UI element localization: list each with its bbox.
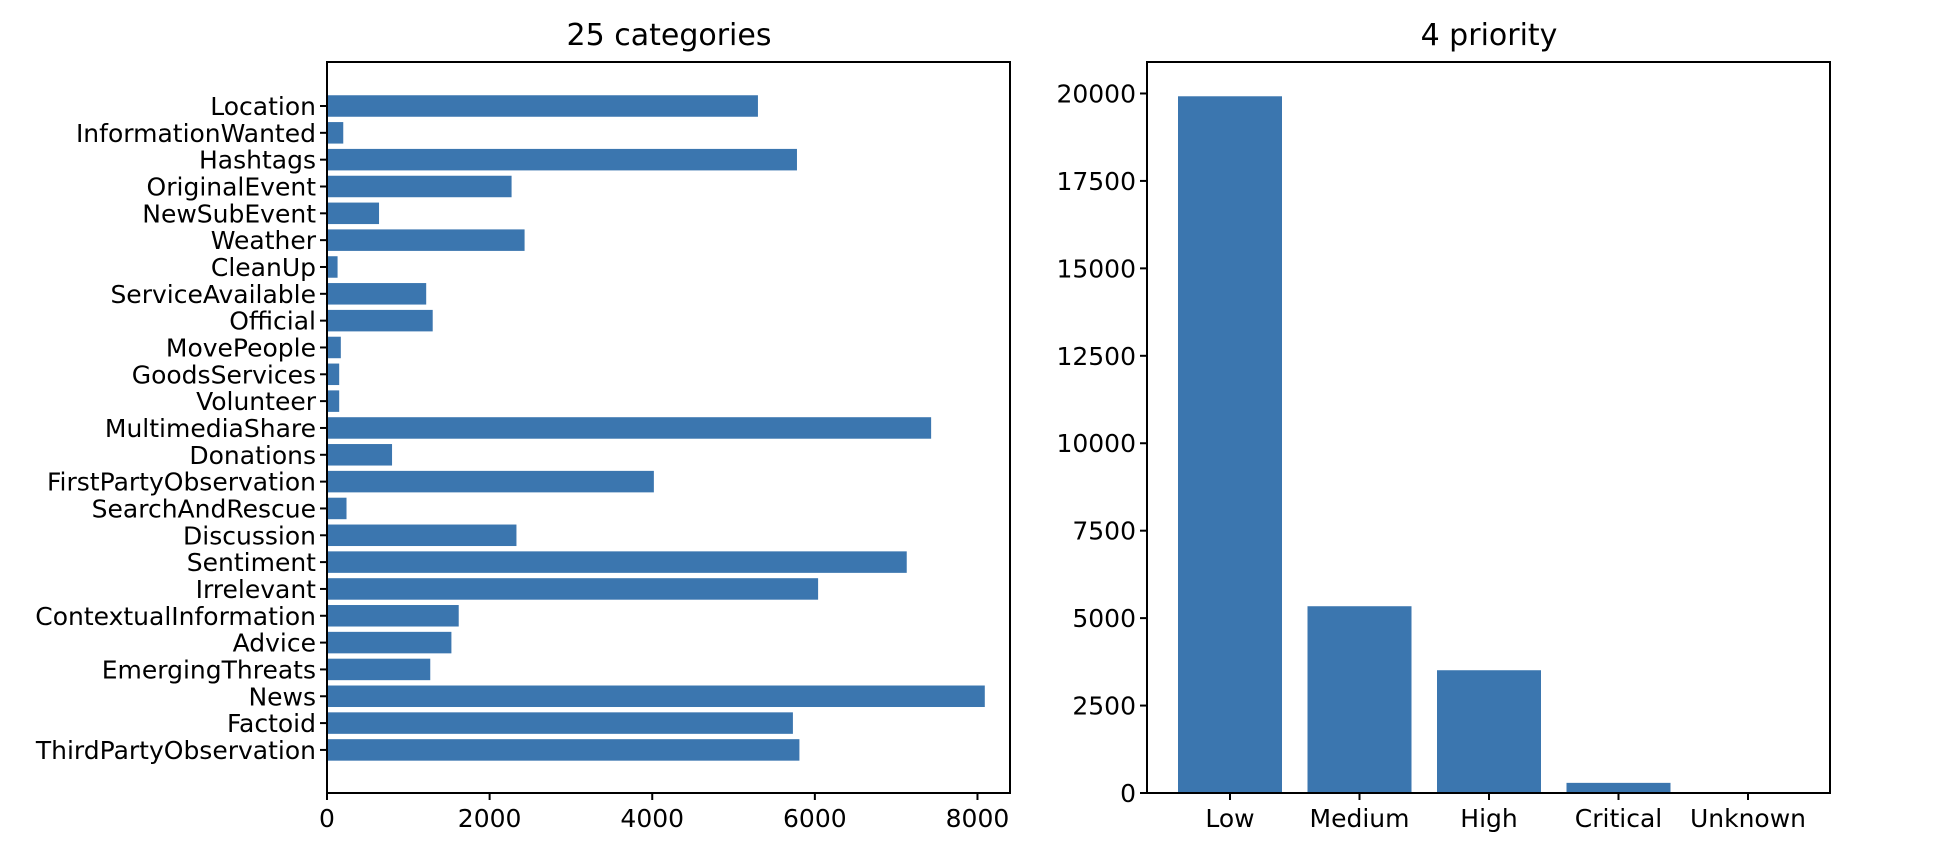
bar-irrelevant xyxy=(327,578,819,600)
x-tick-label-0: 0 xyxy=(319,804,335,833)
bar-critical xyxy=(1566,782,1671,793)
bar-official xyxy=(327,309,433,332)
y-tick-label-discussion: Discussion xyxy=(183,521,316,550)
categories-chart-title: 25 categories xyxy=(567,18,772,53)
bar-firstpartyobservation xyxy=(327,470,654,493)
y-tick-label-5000: 5000 xyxy=(1072,604,1136,633)
bar-medium xyxy=(1307,606,1412,793)
y-tick-label-advice: Advice xyxy=(233,629,316,658)
bar-movepeople xyxy=(327,336,341,359)
y-tick-label-volunteer: Volunteer xyxy=(196,387,317,416)
y-tick-label-searchandrescue: SearchAndRescue xyxy=(92,494,316,523)
x-tick-label-critical: Critical xyxy=(1575,804,1662,833)
y-tick-label-sentiment: Sentiment xyxy=(187,548,316,577)
x-tick-label-low: Low xyxy=(1205,804,1254,833)
y-tick-label-news: News xyxy=(248,682,316,711)
y-tick-label-firstpartyobservation: FirstPartyObservation xyxy=(47,468,316,497)
y-tick-label-factoid: Factoid xyxy=(227,709,316,738)
priority-x-axis: Low Medium High Critical Unknown xyxy=(1205,793,1806,833)
categories-x-axis: 0 2000 4000 6000 8000 xyxy=(319,793,1009,833)
y-tick-label-irrelevant: Irrelevant xyxy=(196,575,317,604)
categories-plot-frame xyxy=(326,61,1011,794)
y-tick-label-17500: 17500 xyxy=(1056,167,1136,196)
x-tick-label-high: High xyxy=(1460,804,1517,833)
y-tick-label-10000: 10000 xyxy=(1056,429,1136,458)
y-tick-label-informationwanted: InformationWanted xyxy=(76,119,316,148)
y-tick-label-hashtags: Hashtags xyxy=(199,146,316,175)
y-tick-label-serviceavailable: ServiceAvailable xyxy=(110,280,316,309)
categories-bars xyxy=(327,95,985,761)
y-tick-label-donations: Donations xyxy=(189,441,316,470)
y-tick-label-emergingthreats: EmergingThreats xyxy=(102,655,316,684)
y-tick-label-originalevent: OriginalEvent xyxy=(147,172,317,201)
y-tick-label-newsubevent: NewSubEvent xyxy=(142,199,316,228)
bar-goodsservices xyxy=(327,363,340,386)
categories-chart: 25 categories LocationInformationWantedH… xyxy=(35,18,1011,833)
bar-news xyxy=(327,685,985,708)
bar-contextualinformation xyxy=(327,605,459,627)
bar-factoid xyxy=(327,712,793,734)
x-tick-label-6000: 6000 xyxy=(783,804,847,833)
bar-sentiment xyxy=(327,551,907,573)
categories-y-axis: LocationInformationWantedHashtagsOrigina… xyxy=(35,92,327,765)
x-tick-label-8000: 8000 xyxy=(946,804,1010,833)
bar-advice xyxy=(327,631,452,654)
y-tick-label-thirdpartyobservation: ThirdPartyObservation xyxy=(35,736,316,765)
x-tick-label-4000: 4000 xyxy=(620,804,684,833)
bar-searchandrescue xyxy=(327,497,347,520)
y-tick-label-location: Location xyxy=(210,92,316,121)
x-tick-label-unknown: Unknown xyxy=(1690,804,1806,833)
y-tick-label-contextualinformation: ContextualInformation xyxy=(35,602,316,631)
x-tick-label-2000: 2000 xyxy=(458,804,522,833)
bar-high xyxy=(1437,670,1541,793)
y-tick-label-movepeople: MovePeople xyxy=(166,333,316,362)
bar-volunteer xyxy=(327,390,340,412)
priority-chart-title: 4 priority xyxy=(1421,18,1558,53)
bar-hashtags xyxy=(327,148,797,171)
x-tick-label-medium: Medium xyxy=(1310,804,1410,833)
bar-cleanup xyxy=(327,256,338,278)
y-tick-label-multimediashare: MultimediaShare xyxy=(105,414,316,443)
bar-originalevent xyxy=(327,175,512,198)
y-tick-label-15000: 15000 xyxy=(1056,254,1136,283)
y-tick-label-cleanup: CleanUp xyxy=(211,253,316,282)
bar-location xyxy=(327,95,758,117)
y-tick-label-12500: 12500 xyxy=(1056,342,1136,371)
bar-low xyxy=(1178,96,1282,794)
y-tick-label-20000: 20000 xyxy=(1056,79,1136,108)
y-tick-label-official: Official xyxy=(229,307,316,336)
y-tick-label-goodsservices: GoodsServices xyxy=(132,360,316,389)
y-tick-label-weather: Weather xyxy=(211,226,317,255)
bar-emergingthreats xyxy=(327,658,431,681)
bar-informationwanted xyxy=(327,122,344,144)
bar-newsubevent xyxy=(327,202,380,225)
y-tick-label-0: 0 xyxy=(1120,779,1136,808)
y-tick-label-7500: 7500 xyxy=(1072,517,1136,546)
priority-y-axis: 0 2500 5000 7500 10000 12500 15000 17500 20000 xyxy=(1056,79,1147,808)
y-tick-label-2500: 2500 xyxy=(1072,692,1136,721)
bar-thirdpartyobservation xyxy=(327,739,800,761)
bar-donations xyxy=(327,444,393,466)
priority-bars xyxy=(1178,96,1671,794)
bar-weather xyxy=(327,229,525,251)
bar-serviceavailable xyxy=(327,283,427,305)
priority-plot-frame xyxy=(1146,61,1831,794)
priority-chart: 4 priority 0 2500 5000 7500 10000 12500 15000 1… xyxy=(1056,18,1831,833)
bar-multimediashare xyxy=(327,417,932,439)
bar-discussion xyxy=(327,524,517,547)
